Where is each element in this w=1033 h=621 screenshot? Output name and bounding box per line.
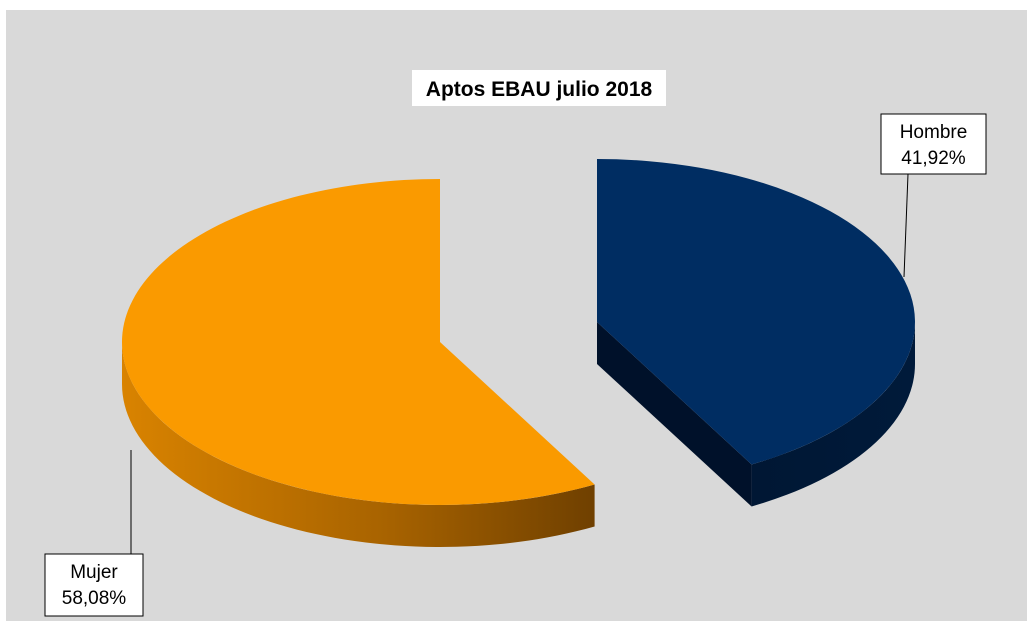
label-mujer-value: 58,08% bbox=[62, 588, 127, 609]
label-mujer-box bbox=[44, 553, 144, 617]
slice-mujer bbox=[121, 179, 595, 505]
labels-layer: Hombre 41,92% Mujer 58,08% bbox=[44, 113, 987, 617]
slice-hombre bbox=[597, 159, 915, 465]
label-mujer-category: Mujer bbox=[70, 562, 118, 583]
label-hombre-value: 41,92% bbox=[901, 148, 966, 169]
slice-mujer-side-outer bbox=[122, 342, 595, 547]
label-hombre-box bbox=[880, 113, 987, 175]
chart-title: Aptos EBAU julio 2018 bbox=[412, 70, 666, 106]
label-hombre: Hombre 41,92% bbox=[880, 113, 987, 278]
slices-layer bbox=[121, 159, 915, 547]
chart-title-text: Aptos EBAU julio 2018 bbox=[426, 78, 653, 101]
label-hombre-category: Hombre bbox=[900, 122, 968, 143]
label-mujer: Mujer 58,08% bbox=[44, 450, 144, 617]
label-hombre-leader bbox=[903, 173, 909, 278]
slice-hombre-side-radial bbox=[597, 322, 752, 507]
slice-hombre-side-outer bbox=[751, 322, 915, 507]
